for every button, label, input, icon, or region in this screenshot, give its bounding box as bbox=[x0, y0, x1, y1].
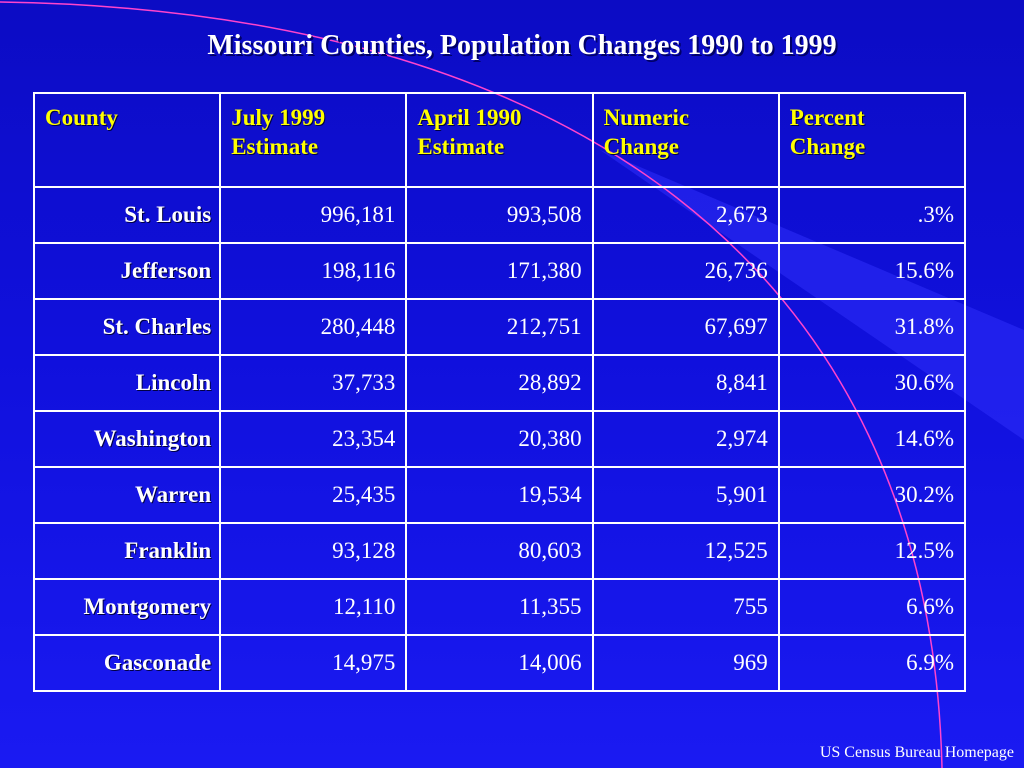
table-row: Franklin 93,128 80,603 12,525 12.5% bbox=[32, 522, 967, 580]
percent-change: 6.9% bbox=[777, 634, 967, 692]
april-1990-estimate: 212,751 bbox=[405, 298, 594, 356]
april-1990-estimate: 19,534 bbox=[405, 466, 594, 524]
numeric-change: 67,697 bbox=[591, 298, 780, 356]
header-percent-change: Percent Change bbox=[777, 92, 967, 188]
april-1990-estimate: 11,355 bbox=[405, 578, 594, 636]
numeric-change: 2,673 bbox=[591, 186, 780, 244]
county-name: St. Louis bbox=[32, 186, 222, 244]
numeric-change: 5,901 bbox=[591, 466, 780, 524]
percent-change: 14.6% bbox=[777, 410, 967, 468]
april-1990-estimate: 20,380 bbox=[405, 410, 594, 468]
county-name: Lincoln bbox=[32, 354, 222, 412]
percent-change: 15.6% bbox=[777, 242, 967, 300]
percent-change: 30.2% bbox=[777, 466, 967, 524]
percent-change: .3% bbox=[777, 186, 967, 244]
county-name: St. Charles bbox=[32, 298, 222, 356]
table-row: Montgomery 12,110 11,355 755 6.6% bbox=[32, 578, 967, 636]
table-row: St. Louis 996,181 993,508 2,673 .3% bbox=[32, 186, 967, 244]
numeric-change: 2,974 bbox=[591, 410, 780, 468]
april-1990-estimate: 28,892 bbox=[405, 354, 594, 412]
july-1999-estimate: 280,448 bbox=[219, 298, 408, 356]
numeric-change: 26,736 bbox=[591, 242, 780, 300]
percent-change: 31.8% bbox=[777, 298, 967, 356]
july-1999-estimate: 25,435 bbox=[219, 466, 408, 524]
table-row: Washington 23,354 20,380 2,974 14.6% bbox=[32, 410, 967, 468]
county-name: Gasconade bbox=[32, 634, 222, 692]
table-row: Warren 25,435 19,534 5,901 30.2% bbox=[32, 466, 967, 524]
numeric-change: 755 bbox=[591, 578, 780, 636]
percent-change: 6.6% bbox=[777, 578, 967, 636]
table-row: Lincoln 37,733 28,892 8,841 30.6% bbox=[32, 354, 967, 412]
percent-change: 30.6% bbox=[777, 354, 967, 412]
header-numeric-change: Numeric Change bbox=[591, 92, 780, 188]
slide-title: Missouri Counties, Population Changes 19… bbox=[207, 30, 837, 61]
percent-change: 12.5% bbox=[777, 522, 967, 580]
table-row: St. Charles 280,448 212,751 67,697 31.8% bbox=[32, 298, 967, 356]
county-name: Montgomery bbox=[32, 578, 222, 636]
july-1999-estimate: 996,181 bbox=[219, 186, 408, 244]
population-table: County July 1999 Estimate April 1990 Estim… bbox=[32, 92, 967, 692]
numeric-change: 8,841 bbox=[591, 354, 780, 412]
county-name: Washington bbox=[32, 410, 222, 468]
april-1990-estimate: 80,603 bbox=[405, 522, 594, 580]
july-1999-estimate: 14,975 bbox=[219, 634, 408, 692]
header-july-1999: July 1999 Estimate bbox=[219, 92, 408, 188]
census-homepage-link[interactable]: US Census Bureau Homepage bbox=[819, 744, 1014, 761]
numeric-change: 12,525 bbox=[591, 522, 780, 580]
numeric-change: 969 bbox=[591, 634, 780, 692]
july-1999-estimate: 93,128 bbox=[219, 522, 408, 580]
july-1999-estimate: 198,116 bbox=[219, 242, 408, 300]
header-april-1990: April 1990 Estimate bbox=[405, 92, 594, 188]
county-name: Franklin bbox=[32, 522, 222, 580]
table-row: Gasconade 14,975 14,006 969 6.9% bbox=[32, 634, 967, 692]
july-1999-estimate: 23,354 bbox=[219, 410, 408, 468]
april-1990-estimate: 171,380 bbox=[405, 242, 594, 300]
table-header-row: County July 1999 Estimate April 1990 Estim… bbox=[32, 92, 967, 188]
table-row: Jefferson 198,116 171,380 26,736 15.6% bbox=[32, 242, 967, 300]
july-1999-estimate: 37,733 bbox=[219, 354, 408, 412]
april-1990-estimate: 14,006 bbox=[405, 634, 594, 692]
county-name: Jefferson bbox=[32, 242, 222, 300]
county-name: Warren bbox=[32, 466, 222, 524]
april-1990-estimate: 993,508 bbox=[405, 186, 594, 244]
july-1999-estimate: 12,110 bbox=[219, 578, 408, 636]
header-county: County bbox=[32, 92, 222, 188]
